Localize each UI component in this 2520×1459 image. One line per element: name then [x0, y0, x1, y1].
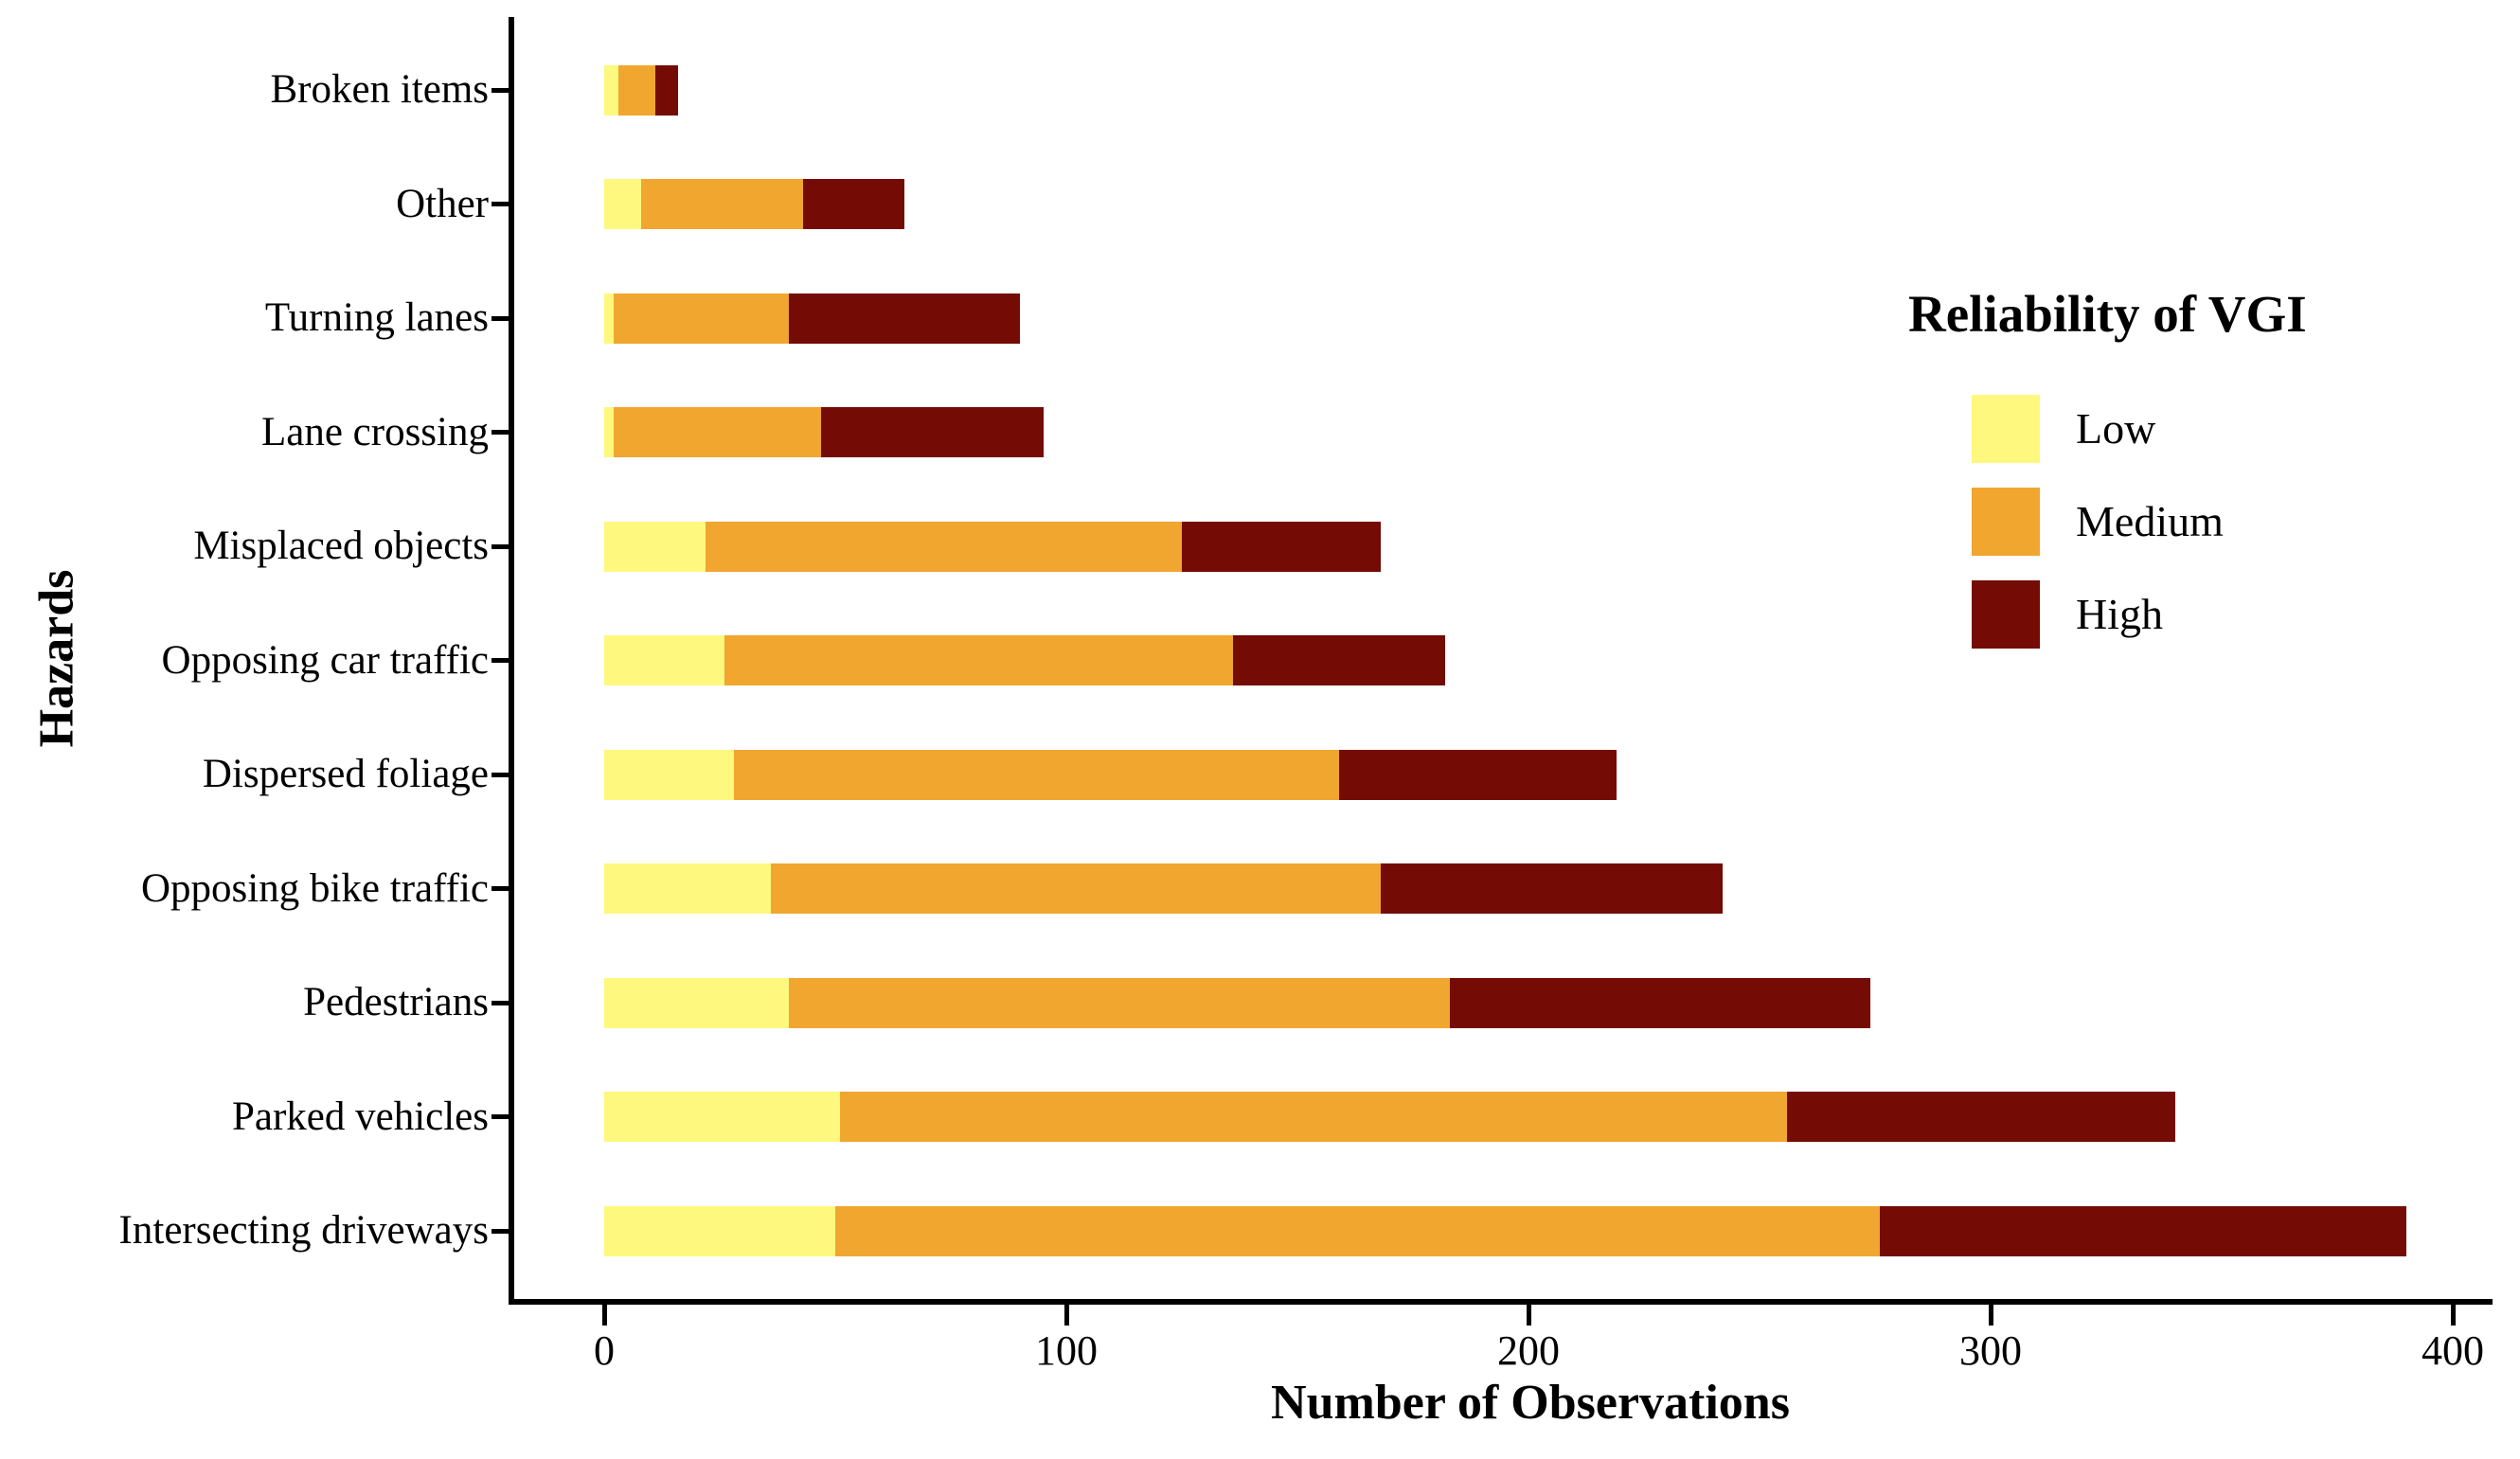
- bar-segment-medium: [613, 293, 790, 344]
- legend-label-medium: Medium: [2076, 497, 2224, 545]
- legend-label-high: High: [2076, 590, 2163, 638]
- category-label: Opposing bike traffic: [140, 865, 489, 911]
- y-axis-tick: [491, 658, 512, 663]
- legend-item-low: Low: [1908, 383, 2514, 476]
- legend-item-medium: Medium: [1908, 476, 2514, 569]
- category-label: Intersecting driveways: [118, 1208, 489, 1253]
- y-axis-tick: [491, 1228, 512, 1234]
- x-axis-line: [509, 1299, 2493, 1305]
- bar-segment-high: [1338, 749, 1617, 800]
- y-axis-tick: [491, 315, 512, 321]
- y-axis-tick: [491, 543, 512, 549]
- bar-segment-medium: [724, 635, 1233, 685]
- bar-segment-low: [604, 521, 706, 572]
- category-label: Pedestrians: [303, 980, 489, 1024]
- y-axis-tick: [491, 1000, 512, 1005]
- category-label: Turning lanes: [264, 295, 489, 340]
- category-label: Parked vehicles: [231, 1094, 489, 1139]
- legend-swatch-high: [1972, 580, 2040, 649]
- y-axis-title: Hazards: [29, 569, 84, 748]
- bar-segment-medium: [835, 1205, 1880, 1256]
- x-tick-label: 300: [1959, 1327, 2022, 1374]
- legend-title: Reliability of VGI: [1908, 285, 2307, 343]
- bar-segment-medium: [613, 407, 822, 457]
- bar-segment-low: [604, 407, 614, 457]
- category-label: Misplaced objects: [193, 524, 489, 568]
- bar-segment-low: [604, 64, 618, 116]
- bar-segment-high: [1879, 1205, 2407, 1256]
- bar-segment-medium: [641, 179, 803, 229]
- bar-segment-high: [1380, 863, 1723, 914]
- bar-segment-medium: [839, 1092, 1788, 1142]
- bar-segment-low: [604, 863, 771, 914]
- bar-segment-low: [604, 1205, 835, 1256]
- x-axis-tick: [1063, 1305, 1069, 1326]
- x-tick-label: 0: [594, 1327, 615, 1374]
- x-axis-tick: [1988, 1305, 1993, 1326]
- y-axis-tick: [491, 430, 512, 435]
- bar-segment-medium: [770, 863, 1381, 914]
- bar-segment-high: [1787, 1092, 2176, 1142]
- x-tick-label: 100: [1035, 1327, 1098, 1374]
- bar-segment-high: [1450, 977, 1871, 1028]
- bar-segment-low: [604, 977, 790, 1028]
- x-axis-tick: [1526, 1305, 1531, 1326]
- bar-segment-high: [821, 407, 1044, 457]
- legend-swatch-medium: [1972, 488, 2040, 556]
- x-axis-tick: [601, 1305, 607, 1326]
- bar-segment-low: [604, 179, 642, 229]
- category-label: Lane crossing: [260, 409, 489, 454]
- category-label: Opposing car traffic: [161, 637, 489, 683]
- legend-item-high: High: [1908, 569, 2514, 662]
- bar-segment-low: [604, 293, 614, 344]
- bar-segment-high: [1232, 635, 1446, 685]
- y-axis-tick: [491, 772, 512, 777]
- x-tick-label: 200: [1497, 1327, 1560, 1374]
- y-axis-tick: [491, 202, 512, 206]
- x-axis-tick: [2450, 1305, 2456, 1326]
- y-axis-tick: [491, 1114, 512, 1119]
- category-label: Broken items: [270, 67, 490, 112]
- legend-label-low: Low: [2076, 404, 2156, 453]
- bar-segment-medium: [733, 749, 1339, 800]
- bar-segment-high: [654, 64, 679, 116]
- y-axis-line: [509, 17, 514, 1305]
- legend: Reliability of VGI Low Medium High: [1908, 284, 2514, 662]
- category-label: Other: [396, 181, 489, 226]
- bar-segment-medium: [706, 521, 1182, 572]
- bar-segment-low: [604, 635, 724, 685]
- category-label: Dispersed foliage: [202, 752, 489, 796]
- bar-segment-high: [1182, 521, 1381, 572]
- bar-segment-medium: [789, 977, 1451, 1028]
- legend-swatch-low: [1972, 395, 2040, 463]
- bar-segment-high: [789, 293, 1021, 344]
- y-axis-tick: [491, 886, 512, 891]
- bar-segment-high: [802, 179, 905, 229]
- y-axis-tick: [491, 87, 512, 93]
- bar-segment-medium: [617, 64, 655, 116]
- x-axis-title: Number of Observations: [1271, 1376, 1790, 1430]
- x-tick-label: 400: [2422, 1327, 2484, 1374]
- bar-segment-low: [604, 749, 734, 800]
- bar-segment-low: [604, 1092, 840, 1142]
